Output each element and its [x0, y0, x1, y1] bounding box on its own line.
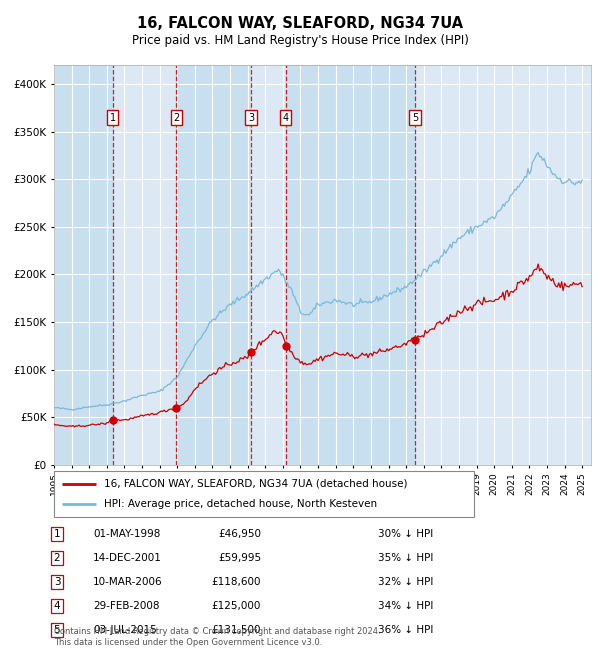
Text: HPI: Average price, detached house, North Kesteven: HPI: Average price, detached house, Nort… — [104, 499, 377, 510]
Text: 1: 1 — [110, 112, 116, 123]
Text: £125,000: £125,000 — [212, 601, 261, 611]
Text: 35% ↓ HPI: 35% ↓ HPI — [378, 553, 433, 563]
Text: 01-MAY-1998: 01-MAY-1998 — [93, 529, 160, 539]
Text: 16, FALCON WAY, SLEAFORD, NG34 7UA (detached house): 16, FALCON WAY, SLEAFORD, NG34 7UA (deta… — [104, 478, 408, 489]
Text: 03-JUL-2015: 03-JUL-2015 — [93, 625, 157, 635]
Text: 32% ↓ HPI: 32% ↓ HPI — [378, 577, 433, 587]
Text: 1: 1 — [53, 529, 61, 539]
Text: 3: 3 — [53, 577, 61, 587]
Text: 30% ↓ HPI: 30% ↓ HPI — [378, 529, 433, 539]
Text: £46,950: £46,950 — [218, 529, 261, 539]
Bar — [54, 65, 113, 465]
Text: 29-FEB-2008: 29-FEB-2008 — [93, 601, 160, 611]
Text: £118,600: £118,600 — [212, 577, 261, 587]
Text: 5: 5 — [412, 112, 418, 123]
Text: 34% ↓ HPI: 34% ↓ HPI — [378, 601, 433, 611]
Bar — [113, 65, 176, 465]
Text: 3: 3 — [248, 112, 254, 123]
Text: 2: 2 — [53, 553, 61, 563]
Text: 2: 2 — [173, 112, 179, 123]
Bar — [251, 65, 286, 465]
Text: This data is licensed under the Open Government Licence v3.0.: This data is licensed under the Open Gov… — [54, 638, 322, 647]
Bar — [415, 65, 591, 465]
Text: 36% ↓ HPI: 36% ↓ HPI — [378, 625, 433, 635]
Text: £131,500: £131,500 — [212, 625, 261, 635]
Text: Contains HM Land Registry data © Crown copyright and database right 2024.: Contains HM Land Registry data © Crown c… — [54, 627, 380, 636]
Text: 4: 4 — [53, 601, 61, 611]
Bar — [286, 65, 415, 465]
Text: 14-DEC-2001: 14-DEC-2001 — [93, 553, 162, 563]
Text: 10-MAR-2006: 10-MAR-2006 — [93, 577, 163, 587]
Text: Price paid vs. HM Land Registry's House Price Index (HPI): Price paid vs. HM Land Registry's House … — [131, 34, 469, 47]
Text: £59,995: £59,995 — [218, 553, 261, 563]
Text: 5: 5 — [53, 625, 61, 635]
FancyBboxPatch shape — [54, 471, 474, 517]
Text: 4: 4 — [283, 112, 289, 123]
Text: 16, FALCON WAY, SLEAFORD, NG34 7UA: 16, FALCON WAY, SLEAFORD, NG34 7UA — [137, 16, 463, 31]
Bar — [176, 65, 251, 465]
